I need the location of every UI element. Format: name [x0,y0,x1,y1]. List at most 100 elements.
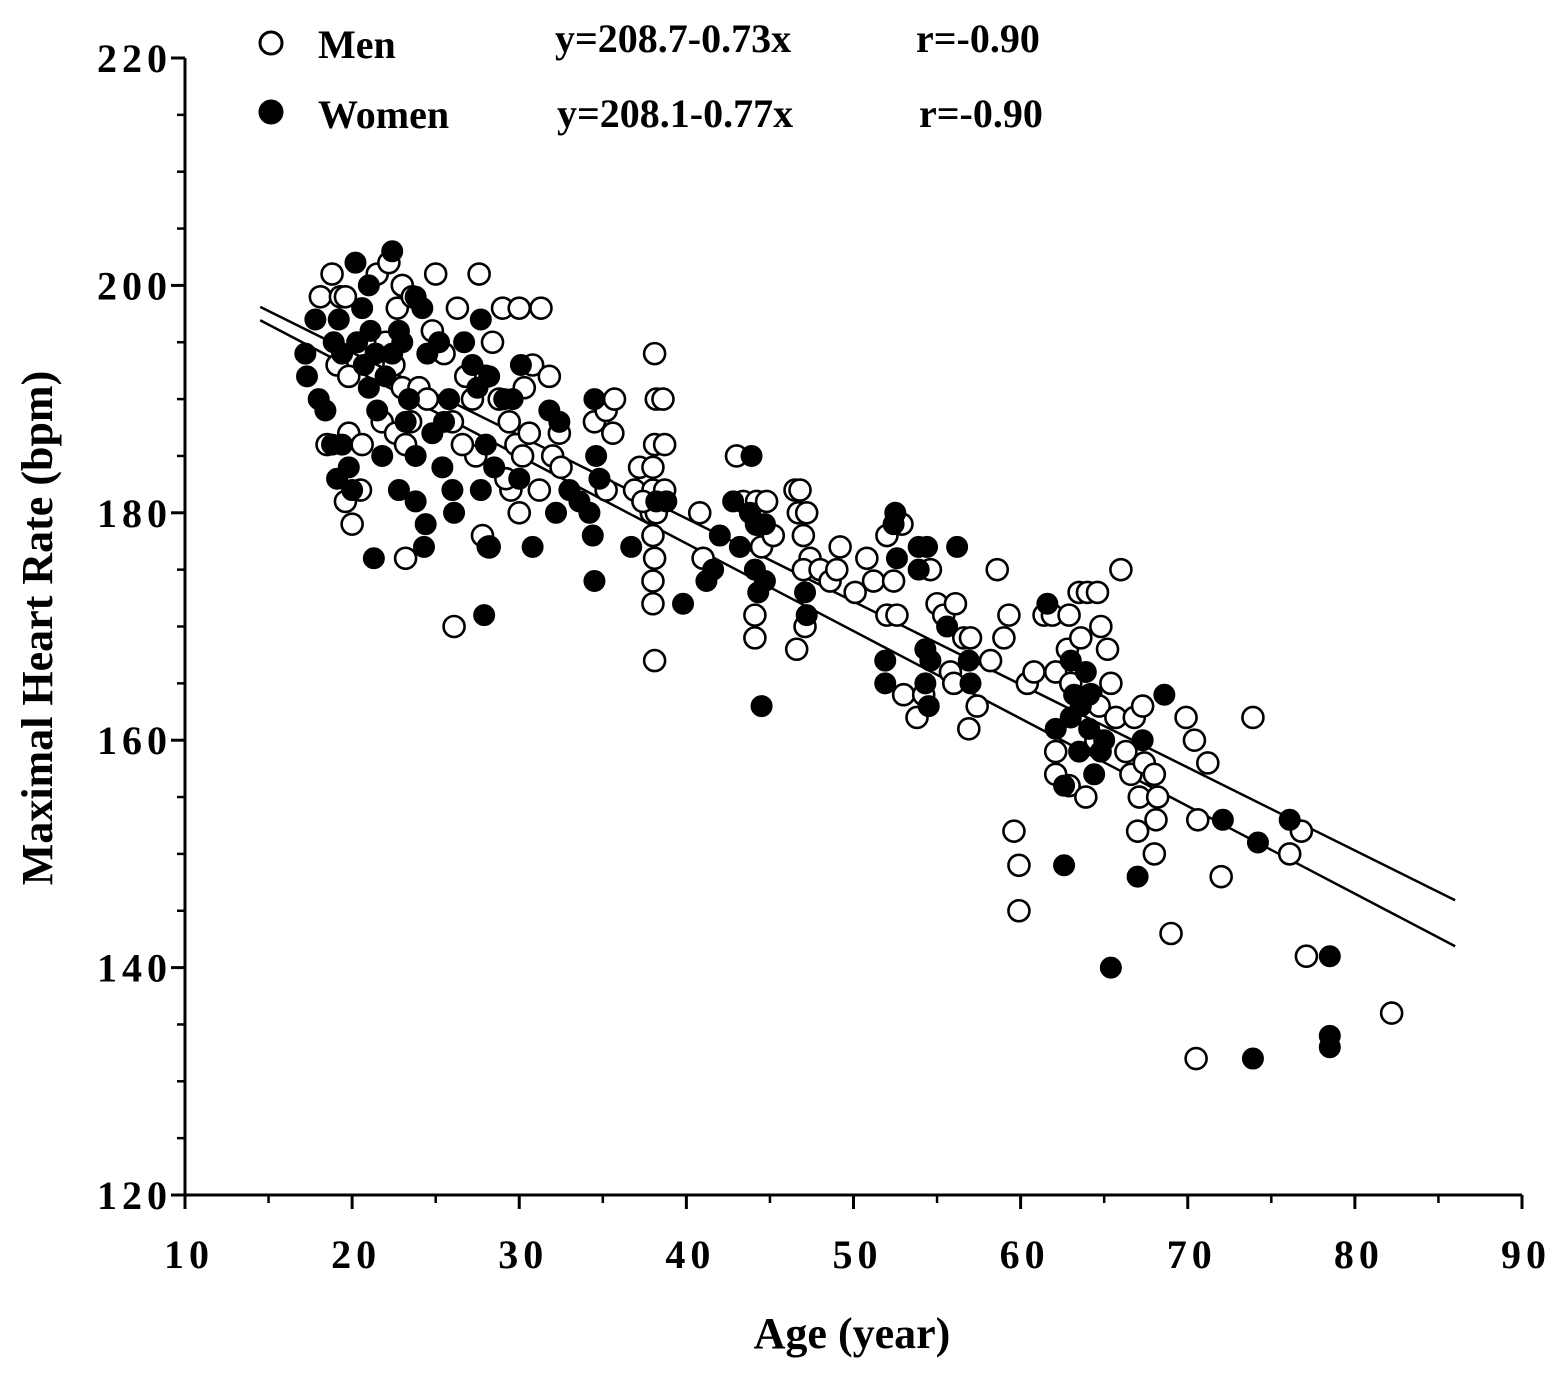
women-data-point [1211,808,1234,831]
women-data-point [874,672,897,695]
men-data-point [1109,557,1133,582]
men-data-point [652,432,677,457]
men-data-point [467,262,491,286]
women-data-point [585,444,608,467]
men-data-point [642,546,667,571]
women-data-point [304,308,327,331]
women-data-point [1053,774,1076,797]
men-data-point [529,296,553,320]
legend-men-marker [258,30,284,56]
men-data-point [1043,739,1068,764]
men-data-point [642,648,667,673]
women-data-point [501,388,524,411]
men-data-point [1145,785,1170,809]
women-data-point [521,535,544,558]
women-data-point [1318,945,1341,968]
women-data-point [957,649,980,672]
women-data-point [474,433,497,456]
x-tick-label: 80 [1334,1232,1384,1277]
men-data-point [992,626,1016,650]
men-data-point [943,591,968,616]
x-tick-label: 90 [1501,1232,1551,1277]
women-data-point [1246,831,1269,854]
men-data-point [445,296,470,320]
women-data-point [548,410,571,433]
women-data-point [391,331,414,354]
men-data-point [1007,898,1031,923]
men-data-point [601,421,625,446]
y-tick-label: 220 [97,36,172,81]
men-data-point [517,421,542,446]
men-data-point [1184,1046,1208,1071]
women-data-point [341,479,364,502]
men-data-point [1185,807,1210,832]
y-tick-label: 200 [97,263,172,308]
men-data-point [824,557,849,582]
men-data-point [1144,807,1168,832]
women-data-point [708,524,731,547]
x-tick-label: 50 [833,1232,883,1277]
men-data-point [1174,705,1198,730]
men-data-point [1159,921,1183,946]
women-data-point [1059,706,1082,729]
women-data-point [583,570,606,593]
women-data-point [394,410,417,433]
women-data-point [917,695,940,718]
women-data-point [412,535,435,558]
women-data-point [441,479,464,502]
women-data-point [483,456,506,479]
women-data-point [946,535,969,558]
men-data-point [843,580,867,605]
women-data-point [1099,956,1122,979]
men-data-point [549,455,573,480]
women-data-point [884,501,907,524]
women-data-point [722,490,745,513]
women-data-point [578,501,601,524]
women-data-point [1059,649,1082,672]
y-axis-title: Maximal Heart Rate (bpm) [13,371,62,885]
women-data-point [473,604,496,627]
women-data-point [1126,865,1149,888]
men-data-point [415,387,440,411]
women-data-point [620,535,643,558]
men-data-point [480,330,505,355]
women-data-point [1093,729,1116,752]
x-tick-label: 30 [498,1232,548,1277]
men-data-point [1022,660,1046,684]
women-data-point [428,331,451,354]
men-data-point [336,364,361,389]
x-axis-title: Age (year) [754,1309,951,1358]
women-data-point [1078,683,1101,706]
women-data-point [337,456,360,479]
women-data-point [404,444,427,467]
men-data-point [1085,580,1110,605]
men-data-point [1294,944,1319,969]
women-data-point [795,604,818,627]
women-data-point [469,308,492,331]
women-data-point [1036,592,1059,615]
women-data-point [453,331,476,354]
men-data-point [1057,603,1081,627]
men-data-point [791,523,816,548]
women-data-point [357,274,380,297]
women-data-point [914,672,937,695]
women-data-point [959,672,982,695]
men-data-point [1089,614,1113,639]
men-data-point [641,591,665,616]
men-data-point [333,284,358,309]
women-data-point [1044,717,1067,740]
women-data-point [431,456,454,479]
x-axis-ticks: 10 20 30 40 50 60 70 80 90 [164,1195,1551,1277]
women-data-point [672,592,695,615]
x-tick-label: 40 [665,1232,715,1277]
women-data-point [750,695,773,718]
men-data-point [1241,705,1265,730]
men-data-point [602,387,627,411]
men-data-point [641,523,665,548]
legend-women-r: r=-0.90 [919,91,1043,136]
men-data-point [1068,626,1093,650]
men-data-point [891,682,916,707]
men-data-point [308,284,333,309]
men-data-point [537,364,562,389]
